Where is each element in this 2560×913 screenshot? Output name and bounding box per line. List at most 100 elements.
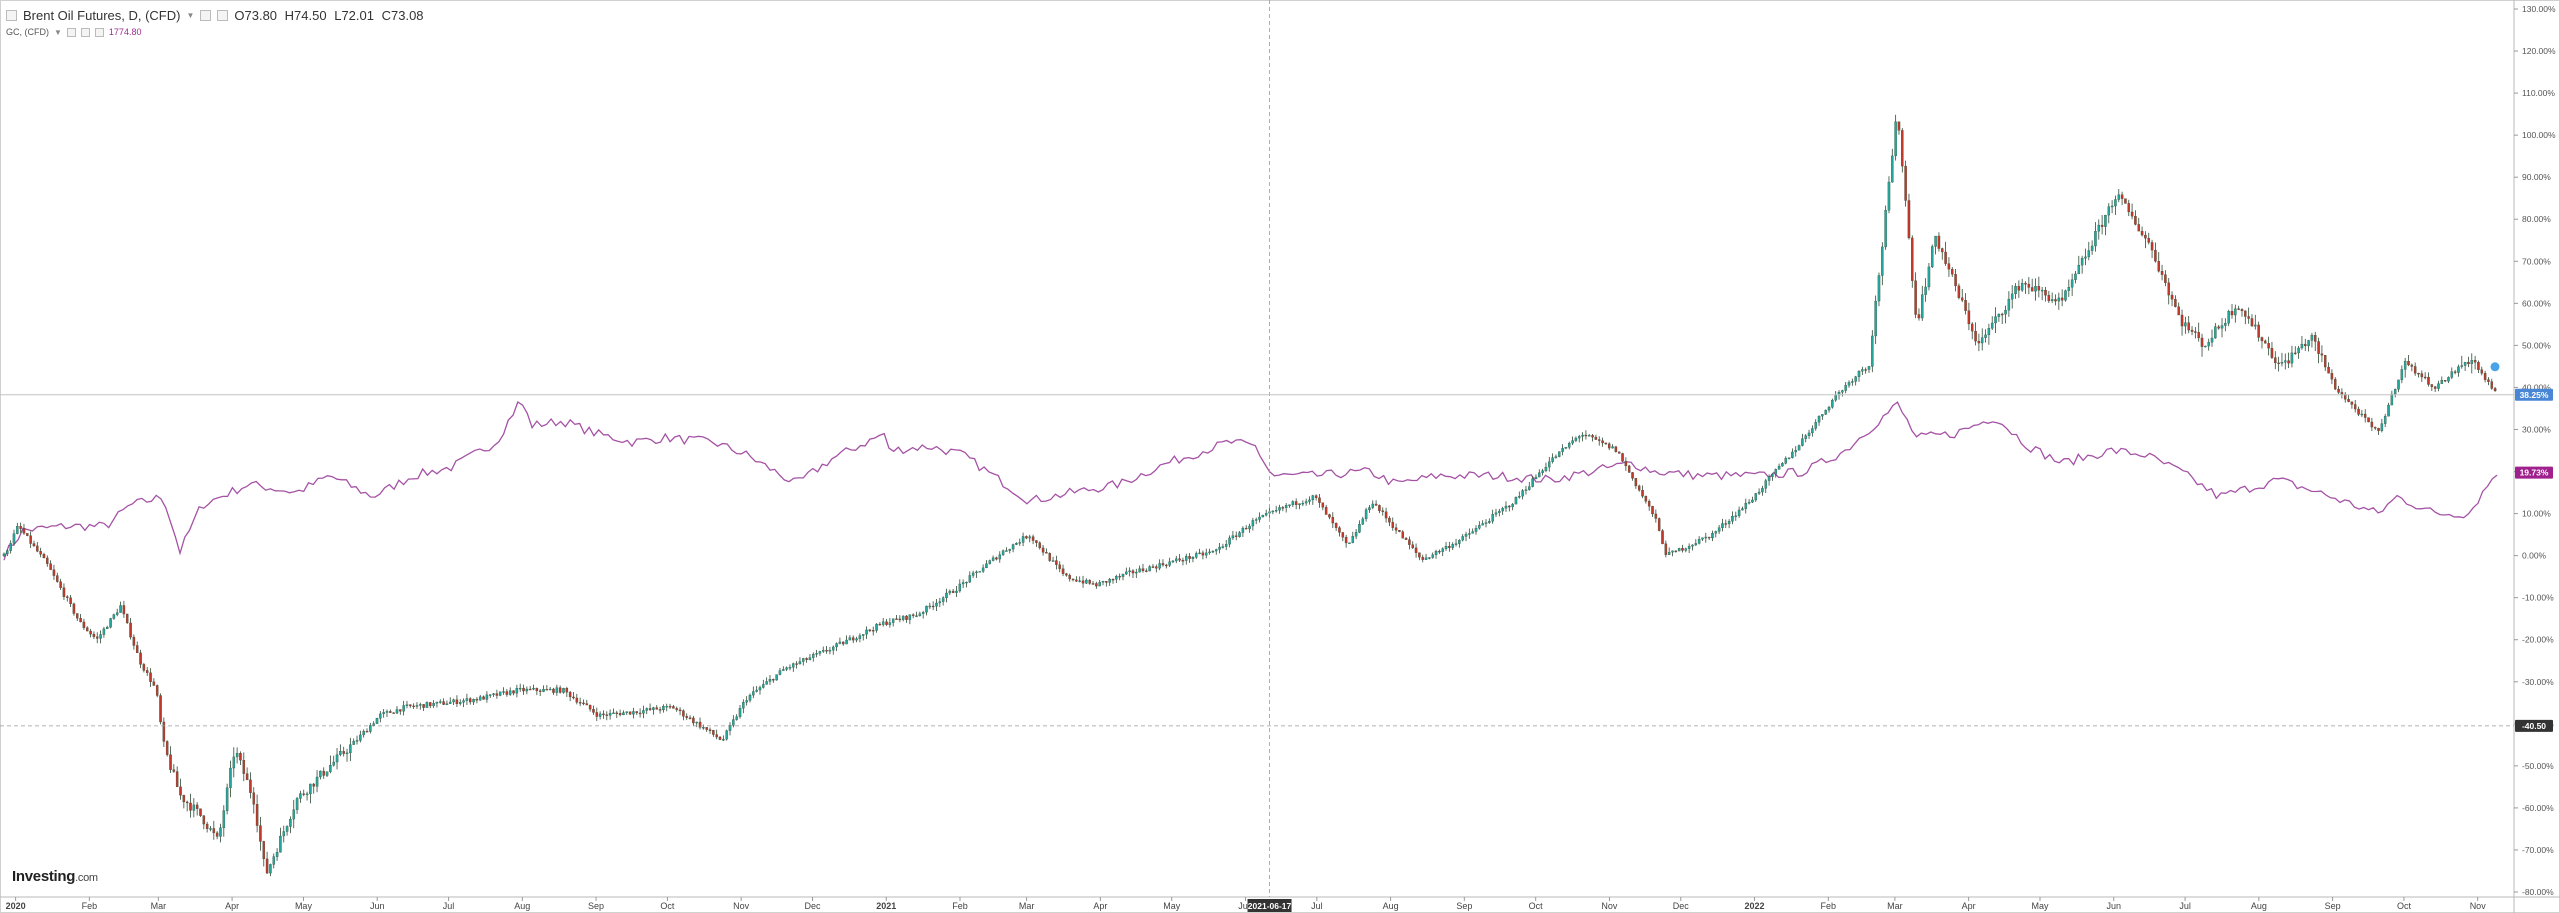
candle-body [1298, 503, 1301, 506]
candle-body [1747, 501, 1751, 504]
close-icon[interactable] [217, 10, 229, 21]
candle-body [1834, 394, 1837, 401]
candle-body [2010, 293, 2014, 300]
x-tick-label: Feb [952, 901, 968, 911]
candle-body [1548, 461, 1551, 468]
candle-body [2310, 335, 2314, 341]
candle-body [2137, 224, 2141, 232]
candle-body [1328, 514, 1331, 518]
close-icon[interactable] [94, 27, 104, 37]
candle-body [339, 751, 342, 755]
candle-body [1214, 549, 1218, 552]
candle-body [625, 711, 629, 713]
candle-body [1841, 390, 1844, 393]
chevron-down-icon[interactable]: ▼ [186, 11, 195, 20]
chevron-down-icon[interactable]: ▼ [54, 27, 62, 37]
candle-body [2343, 394, 2347, 400]
candle-body [928, 605, 932, 608]
candle-body [1731, 515, 1734, 522]
candle-body [871, 630, 875, 632]
candle-body [2127, 203, 2131, 213]
candle-body [1055, 560, 1058, 565]
candle-body [658, 709, 662, 711]
candle-body [1997, 313, 2001, 317]
candle-body [1334, 522, 1338, 528]
candle-body [1394, 527, 1398, 531]
candle-body [92, 633, 96, 637]
candle-body [159, 695, 162, 723]
candle-body [329, 765, 332, 772]
candle-body [2333, 379, 2337, 390]
settings-icon[interactable] [200, 10, 212, 21]
candle-body [1021, 536, 1025, 543]
candle-body [818, 651, 822, 654]
candle-body [1684, 548, 1688, 551]
candle-body [1218, 546, 1221, 550]
candle-body [478, 696, 482, 701]
candle-body [152, 681, 156, 686]
candle-body [1095, 583, 1098, 587]
candle-body [1601, 440, 1604, 444]
candle-body [1048, 553, 1051, 561]
candle-body [129, 622, 132, 638]
compare-symbol[interactable]: GC, (CFD) [6, 27, 49, 37]
candle-body [1751, 499, 1754, 503]
candle-body [1314, 495, 1318, 498]
x-tick-label: 2022 [1745, 901, 1765, 911]
candle-body [2363, 413, 2367, 418]
candle-body [1431, 554, 1434, 558]
candle-body [1358, 524, 1361, 533]
candle-body [1501, 508, 1504, 512]
candle-body [212, 828, 216, 834]
candle-body [1604, 442, 1608, 445]
candle-body [262, 841, 266, 860]
candle-body [545, 689, 549, 691]
candle-body [412, 705, 415, 708]
candle-body [582, 702, 585, 705]
settings-icon[interactable] [80, 27, 90, 37]
candle-body [2110, 205, 2114, 208]
candle-body [1274, 510, 1278, 512]
candle-body [199, 808, 202, 816]
candle-body [2064, 290, 2067, 301]
candle-body [1984, 334, 1987, 338]
ohlc-values: O73.80 H74.50 L72.01 C73.08 [234, 8, 427, 23]
candle-body [229, 767, 232, 788]
candle-body [1877, 275, 1881, 302]
candle-body [2403, 360, 2407, 370]
candle-body [2234, 308, 2237, 316]
open-value: O73.80 [234, 8, 278, 23]
candle-body [1554, 456, 1558, 458]
candle-body [2373, 426, 2377, 429]
candle-body [1191, 557, 1195, 559]
collapse-toggle-icon[interactable] [6, 10, 17, 21]
candle-body [1181, 560, 1185, 562]
symbol-title[interactable]: Brent Oil Futures, D, (CFD) [23, 8, 181, 23]
candle-body [2257, 324, 2260, 338]
candle-body [1661, 530, 1664, 544]
candle-body [132, 636, 136, 646]
candle-body [2134, 216, 2137, 225]
gold-last-badge: 19.73% [2520, 468, 2549, 478]
candle-body [532, 688, 535, 690]
eye-icon[interactable] [66, 27, 76, 37]
x-tick-label: Jul [1311, 901, 1323, 911]
candle-body [1581, 434, 1584, 437]
candle-body [1744, 503, 1748, 509]
candle-body [572, 696, 575, 699]
candle-body [538, 690, 542, 692]
candle-body [2180, 314, 2184, 327]
candle-body [1901, 130, 1904, 167]
candle-body [1231, 535, 1235, 539]
candle-body [1694, 543, 1698, 546]
candle-body [2440, 380, 2444, 384]
candle-body [788, 667, 792, 669]
candle-body [668, 706, 672, 708]
candle-body [868, 629, 872, 632]
candle-body [2287, 360, 2290, 364]
candle-body [832, 646, 835, 651]
candle-body [1794, 450, 1797, 453]
candle-body [1418, 552, 1421, 558]
candle-body [995, 557, 998, 560]
